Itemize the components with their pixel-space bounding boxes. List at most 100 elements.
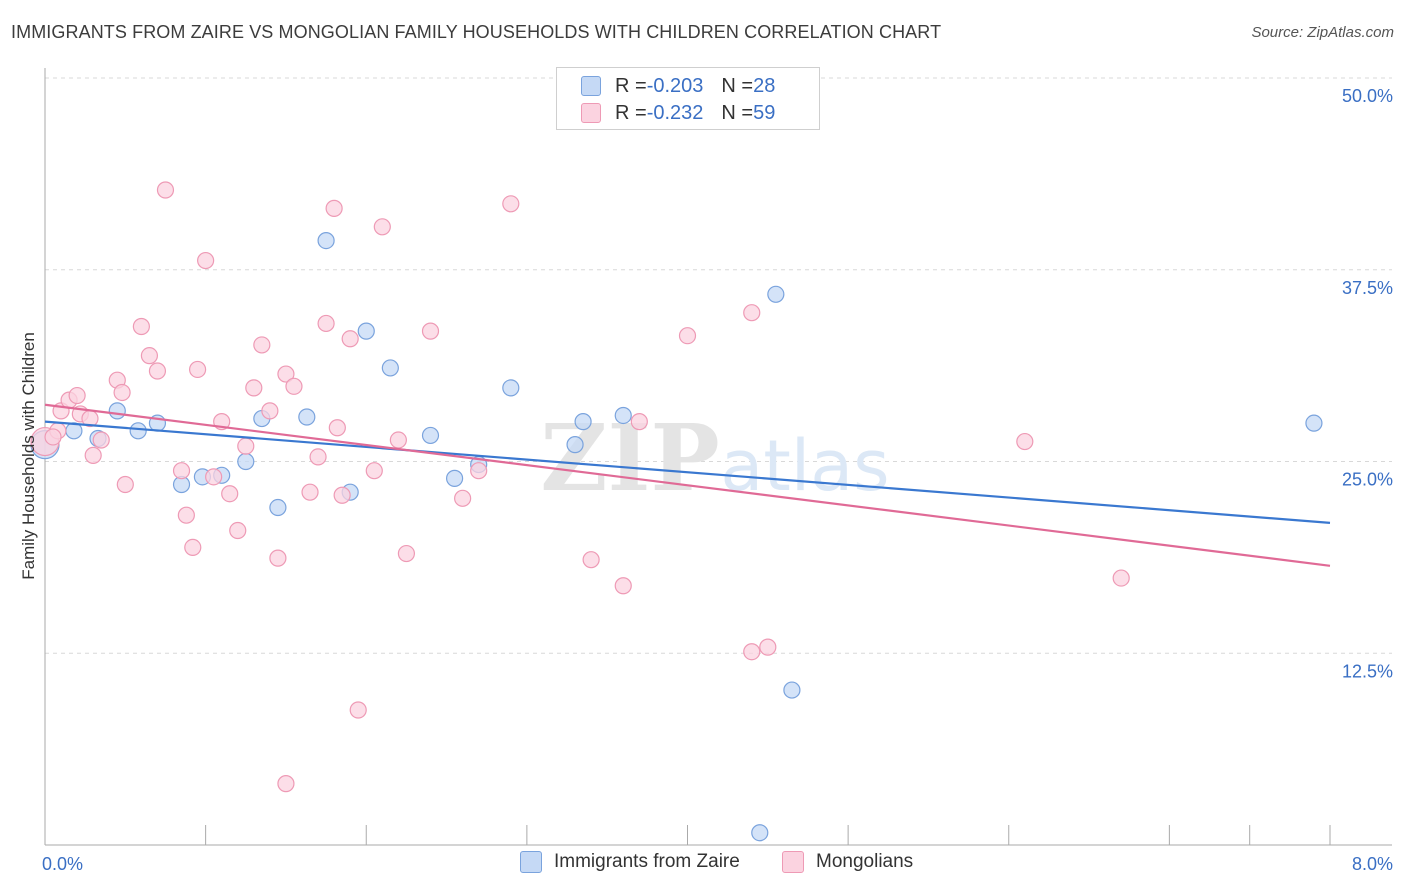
mongolian-point xyxy=(389,431,407,449)
legend-r-value: -0.232 xyxy=(646,101,704,124)
mongolian-point xyxy=(237,437,255,455)
mongolian-point xyxy=(92,431,110,449)
tick-labels: 12.5% 25.0% 37.5% 50.0% 0.0% 8.0% xyxy=(42,86,1393,874)
mongolian-point xyxy=(325,199,343,217)
chart-title: IMMIGRANTS FROM ZAIRE VS MONGOLIAN FAMIL… xyxy=(11,22,942,42)
mongolian-point xyxy=(148,362,167,380)
trend-lines xyxy=(44,403,1331,567)
pink-swatch-icon xyxy=(581,103,601,123)
legend-r-label: R = xyxy=(615,74,647,97)
correlation-legend: R = -0.203 N = 28 R = -0.232 N = 59 xyxy=(556,67,820,130)
mongolian-point xyxy=(678,327,697,345)
zaire-point xyxy=(269,498,287,517)
legend-r-label: R = xyxy=(615,101,647,124)
mongolian-point xyxy=(421,322,440,340)
x-tick-label: 0.0% xyxy=(42,854,83,874)
mongolian-point xyxy=(743,643,761,661)
mongolian-point xyxy=(301,483,319,501)
legend-n-label: N = xyxy=(721,74,754,97)
mongolian-point xyxy=(156,181,175,199)
mongolian-point xyxy=(502,195,520,213)
mongolian-point xyxy=(261,402,279,420)
mongolian-point xyxy=(759,638,777,656)
mongolian-point xyxy=(341,330,359,348)
mongolian-point xyxy=(113,383,131,402)
mongolian-point xyxy=(269,549,287,567)
zaire-point xyxy=(129,422,147,440)
legend-n-label: N = xyxy=(721,101,754,124)
y-axis-label: Family Households with Children xyxy=(19,332,38,580)
legend-row-zaire: R = -0.203 N = 28 xyxy=(581,73,775,99)
mongolian-point xyxy=(454,489,472,507)
pink-swatch-icon xyxy=(782,851,804,873)
legend-item-zaire[interactable]: Immigrants from Zaire xyxy=(520,851,740,873)
mongolian-point xyxy=(68,386,86,405)
zaire-point xyxy=(237,452,255,471)
y-tick-label: 12.5% xyxy=(1342,661,1393,681)
mongolian-point xyxy=(285,377,303,395)
legend-item-mongolians[interactable]: Mongolians xyxy=(782,851,913,873)
mongolian-point xyxy=(140,347,159,365)
mongolian-point xyxy=(1112,569,1130,587)
legend-n-value: 28 xyxy=(753,74,776,97)
mongolian-point xyxy=(253,336,271,354)
mongolian-point xyxy=(470,462,488,480)
zaire-point xyxy=(317,232,335,250)
mongolian-point xyxy=(277,365,295,383)
zaire-point xyxy=(502,379,520,397)
zaire-point xyxy=(381,359,399,377)
zaire-point xyxy=(614,406,632,425)
mongolian-point xyxy=(177,506,195,524)
mongolian-point xyxy=(84,446,102,464)
mongolian-point xyxy=(277,775,295,793)
legend-row-mongolians: R = -0.232 N = 59 xyxy=(581,100,775,126)
zaire-point xyxy=(1305,414,1323,432)
mongolian-point xyxy=(188,360,207,379)
zaire-point xyxy=(574,413,592,431)
zaire-point xyxy=(421,426,440,445)
mongolian-point xyxy=(582,551,600,569)
y-tick-label: 37.5% xyxy=(1342,278,1393,298)
zaire-point xyxy=(108,402,126,420)
zaire-point xyxy=(298,408,316,426)
zaire-point xyxy=(783,681,801,699)
mongolian-point xyxy=(365,462,383,480)
mongolian-point xyxy=(184,538,202,557)
blue-swatch-icon xyxy=(581,76,601,96)
mongolian-point xyxy=(630,413,648,431)
mongolian-point xyxy=(205,468,223,486)
mongolian-point xyxy=(1016,432,1034,451)
legend-item-label: Immigrants from Zaire xyxy=(554,851,740,872)
watermark-zip: ZIP xyxy=(540,404,719,512)
mongolian-point xyxy=(245,379,263,397)
zaire-point xyxy=(445,469,464,487)
legend-item-label: Mongolians xyxy=(816,851,914,872)
source-note: Source: ZipAtlas.com xyxy=(1251,24,1394,41)
mongolian-point xyxy=(116,475,134,494)
mongolian-point xyxy=(132,317,150,336)
gridlines xyxy=(45,77,1392,654)
y-tick-label: 50.0% xyxy=(1342,86,1393,106)
y-tick-label: 25.0% xyxy=(1342,470,1393,490)
watermark-atlas: atlas xyxy=(720,425,889,507)
mongolian-point xyxy=(172,462,191,480)
mongolian-point xyxy=(614,577,632,595)
legend-n-value: 59 xyxy=(753,101,776,124)
mongolian-point xyxy=(309,448,327,466)
data-points xyxy=(30,181,1323,842)
mongolian-point xyxy=(317,314,335,333)
zaire-point xyxy=(751,824,769,842)
mongolian-point xyxy=(229,521,247,540)
x-tick-label: 8.0% xyxy=(1352,854,1393,874)
blue-swatch-icon xyxy=(520,851,542,873)
mongolian-point xyxy=(349,701,367,719)
mongolian-point xyxy=(221,485,239,503)
mongolian-point xyxy=(373,218,391,236)
zaire-point xyxy=(767,285,785,303)
series-legend: Immigrants from Zaire Mongolians xyxy=(0,851,1406,879)
mongolian-point xyxy=(44,428,62,446)
mongolian-point xyxy=(333,486,351,504)
mongolian-point xyxy=(328,419,346,437)
legend-r-value: -0.203 xyxy=(646,74,704,97)
